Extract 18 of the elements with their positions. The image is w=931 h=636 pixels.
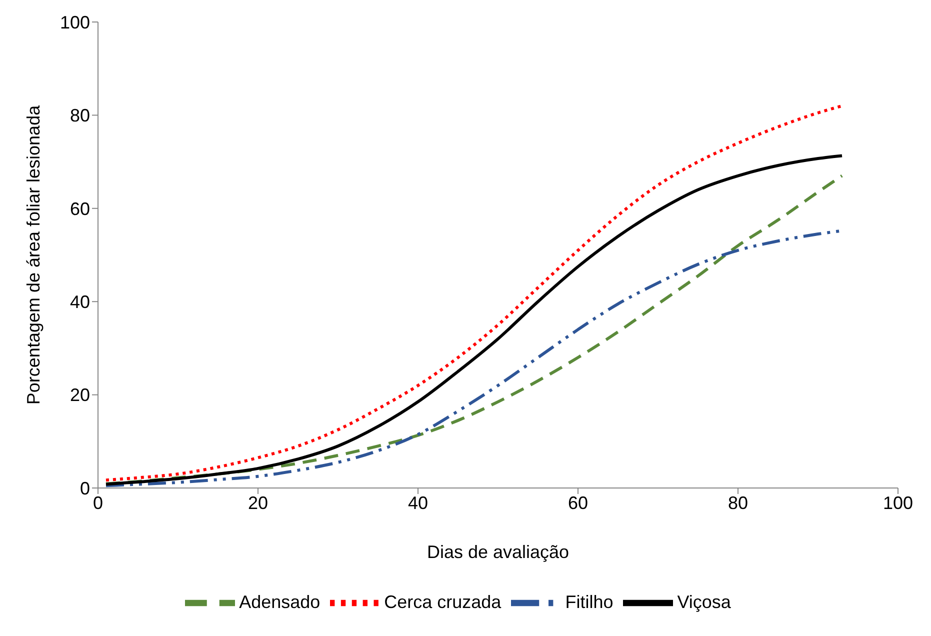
x-tick-label: 0 — [92, 492, 104, 513]
x-axis-title: Dias de avaliação — [426, 542, 570, 562]
y-tick-label: 100 — [60, 12, 90, 32]
legend-label: Viçosa — [677, 592, 731, 612]
legend-label: Cerca cruzada — [384, 592, 502, 612]
y-tick-label: 80 — [70, 106, 90, 126]
y-tick-label: 0 — [80, 478, 90, 498]
x-tick-label: 20 — [248, 492, 268, 513]
x-tick-label: 80 — [728, 492, 748, 513]
x-tick-label: 60 — [568, 492, 588, 513]
x-tick-label: 100 — [882, 492, 914, 513]
legend-label: Adensado — [239, 592, 320, 612]
y-tick-label: 40 — [70, 292, 90, 312]
y-axis-title: Porcentagem de área foliar lesionada — [23, 104, 44, 405]
x-tick-label: 40 — [408, 492, 428, 513]
y-tick-label: 60 — [70, 198, 90, 219]
y-tick-label: 20 — [70, 385, 90, 406]
legend-label: Fitilho — [565, 592, 614, 612]
